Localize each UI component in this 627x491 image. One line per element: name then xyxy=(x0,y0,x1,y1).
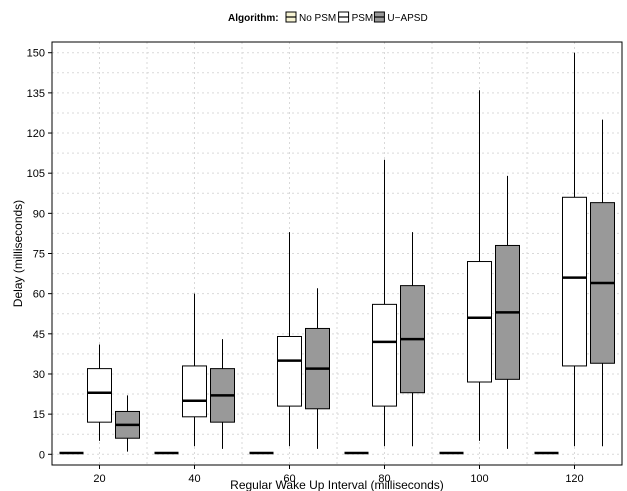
box-iqr xyxy=(372,303,397,407)
box-psm-80 xyxy=(372,159,397,447)
box-u-apsd-20 xyxy=(115,395,140,452)
y-tick-label: 45 xyxy=(33,329,45,341)
box-u-apsd-60 xyxy=(305,288,330,449)
boxes xyxy=(59,52,615,455)
box-u-apsd-120 xyxy=(590,119,615,447)
legend-item: No PSM xyxy=(285,11,336,24)
y-tick-label: 60 xyxy=(33,289,45,301)
x-axis: 20 40 60 80 100 120 xyxy=(93,465,584,485)
box-u-apsd-100 xyxy=(495,175,520,449)
legend: Algorithm: No PSM PSM U−APSD xyxy=(228,11,428,24)
box-u-apsd-40 xyxy=(210,339,235,449)
y-tick-label: 135 xyxy=(27,88,45,100)
legend-item: U−APSD xyxy=(373,11,428,24)
box-iqr xyxy=(87,368,112,423)
legend-label: U−APSD xyxy=(387,13,427,24)
y-tick-label: 150 xyxy=(27,48,45,60)
legend-label: No PSM xyxy=(299,13,336,24)
box-iqr xyxy=(467,261,492,383)
x-tick-label: 120 xyxy=(565,473,583,485)
box-psm-100 xyxy=(467,90,492,441)
legend-title: Algorithm: xyxy=(228,13,279,24)
box-psm-20 xyxy=(87,344,112,441)
box-psm-120 xyxy=(562,52,587,447)
grid xyxy=(51,42,623,465)
y-tick-label: 105 xyxy=(27,168,45,180)
y-tick-label: 30 xyxy=(33,369,45,381)
x-tick-label: 20 xyxy=(93,473,105,485)
box-psm-60 xyxy=(277,232,302,447)
y-tick-label: 90 xyxy=(33,208,45,220)
x-axis-title: Regular Wake Up Interval (milliseconds) xyxy=(230,478,444,491)
y-axis-title: Delay (milliseconds) xyxy=(11,200,25,307)
x-tick-label: 80 xyxy=(378,473,390,485)
x-tick-label: 100 xyxy=(470,473,488,485)
y-tick-label: 0 xyxy=(39,449,45,461)
box-u-apsd-80 xyxy=(400,232,425,447)
box-psm-40 xyxy=(182,293,207,447)
legend-label: PSM xyxy=(352,13,374,24)
box-iqr xyxy=(562,196,587,367)
box-iqr xyxy=(182,365,207,418)
legend-item: PSM xyxy=(338,11,374,24)
y-tick-label: 120 xyxy=(27,128,45,140)
y-tick-label: 15 xyxy=(33,409,45,421)
y-tick-label: 75 xyxy=(33,249,45,261)
y-axis: 0 15 30 45 60 75 90 105 120 135 150 xyxy=(27,48,52,461)
x-tick-label: 60 xyxy=(283,473,295,485)
box-iqr xyxy=(277,335,302,407)
x-tick-label: 40 xyxy=(188,473,200,485)
